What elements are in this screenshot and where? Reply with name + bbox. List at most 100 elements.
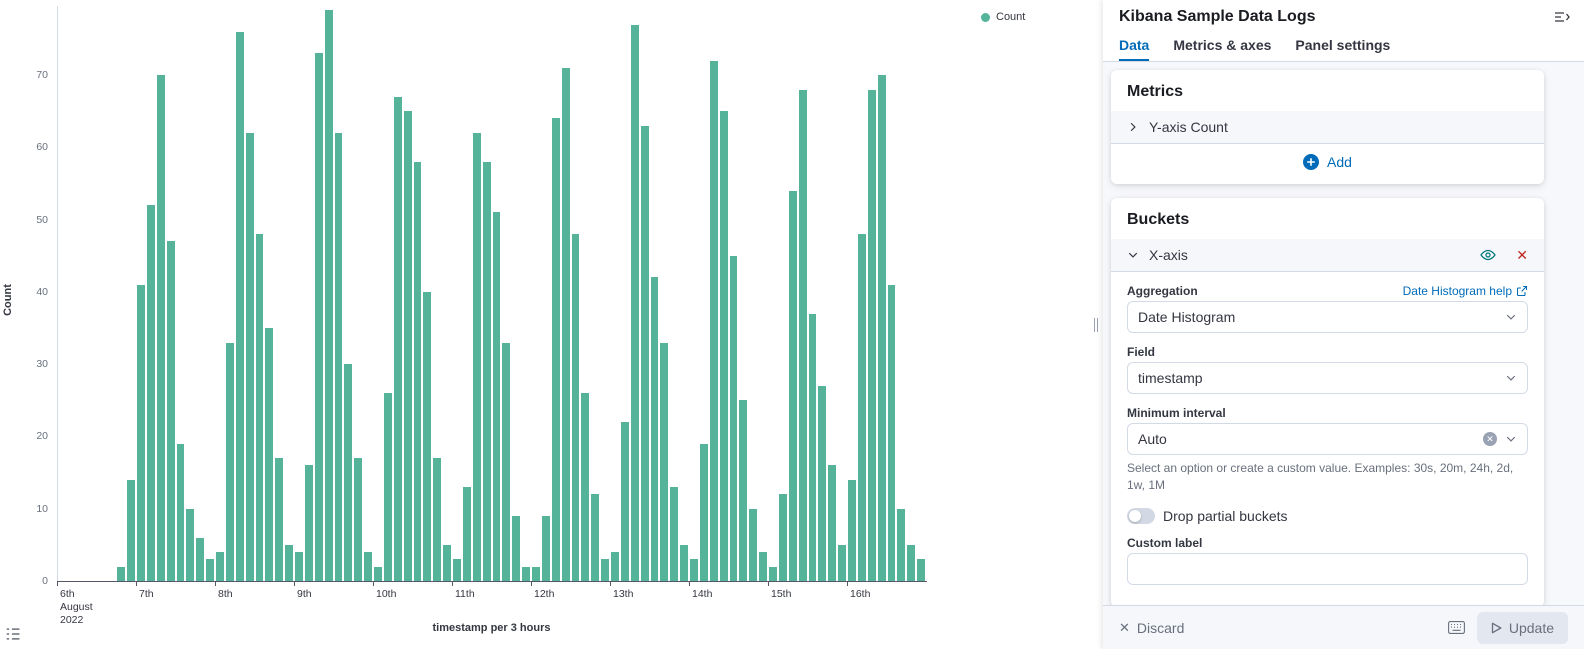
bar-65[interactable]: [699, 443, 708, 581]
bar-60[interactable]: [650, 277, 659, 581]
add-metric-button[interactable]: Add: [1303, 154, 1352, 171]
bar-52[interactable]: [571, 234, 580, 581]
bar-77[interactable]: [818, 385, 827, 581]
bar-9[interactable]: [146, 205, 155, 581]
bar-87[interactable]: [917, 559, 925, 581]
toggle-visibility-eye-icon[interactable]: [1480, 247, 1496, 263]
x-axis-accordion[interactable]: X-axis ✕: [1111, 239, 1544, 273]
bar-49[interactable]: [541, 515, 550, 581]
bar-68[interactable]: [729, 255, 738, 581]
bar-24[interactable]: [295, 552, 303, 581]
bar-80[interactable]: [848, 479, 856, 581]
bar-69[interactable]: [739, 400, 748, 581]
legend-toggle-icon[interactable]: [6, 627, 20, 643]
drop-partial-buckets-toggle[interactable]: [1127, 507, 1155, 524]
y-axis-count-accordion[interactable]: Y-axis Count: [1111, 111, 1544, 145]
bar-74[interactable]: [788, 190, 797, 581]
bar-23[interactable]: [285, 544, 293, 581]
bar-39[interactable]: [443, 544, 451, 581]
bar-36[interactable]: [413, 161, 422, 581]
bar-15[interactable]: [206, 559, 214, 581]
bar-20[interactable]: [255, 234, 264, 581]
bar-7[interactable]: [127, 479, 135, 581]
bar-43[interactable]: [482, 161, 491, 581]
bar-37[interactable]: [423, 291, 432, 581]
bar-25[interactable]: [304, 465, 313, 581]
bar-42[interactable]: [472, 132, 481, 581]
bar-33[interactable]: [383, 393, 392, 581]
bar-44[interactable]: [492, 212, 501, 581]
bar-72[interactable]: [769, 566, 777, 581]
bar-41[interactable]: [462, 487, 471, 581]
bar-47[interactable]: [522, 566, 530, 581]
bar-63[interactable]: [680, 544, 688, 581]
bar-53[interactable]: [581, 393, 590, 581]
bar-17[interactable]: [225, 342, 234, 581]
bar-35[interactable]: [403, 111, 412, 581]
bar-75[interactable]: [798, 89, 807, 581]
bar-26[interactable]: [314, 53, 323, 581]
bar-84[interactable]: [887, 284, 896, 581]
bar-40[interactable]: [453, 559, 461, 581]
bar-83[interactable]: [877, 75, 886, 581]
bar-51[interactable]: [561, 67, 570, 581]
bar-10[interactable]: [156, 75, 165, 581]
legend-item-count[interactable]: Count: [981, 11, 1025, 23]
bar-46[interactable]: [512, 515, 521, 581]
bar-71[interactable]: [759, 552, 767, 581]
bar-58[interactable]: [630, 24, 639, 581]
bar-61[interactable]: [660, 342, 669, 581]
bar-59[interactable]: [640, 125, 649, 581]
bar-66[interactable]: [709, 60, 718, 581]
bar-29[interactable]: [344, 364, 353, 581]
bar-67[interactable]: [719, 111, 728, 581]
bar-16[interactable]: [216, 552, 224, 581]
bar-45[interactable]: [502, 342, 511, 581]
tab-data[interactable]: Data: [1119, 30, 1149, 61]
discard-button[interactable]: ✕ Discard: [1119, 620, 1184, 636]
bar-86[interactable]: [907, 544, 916, 581]
date-histogram-help-link[interactable]: Date Histogram help: [1403, 284, 1528, 298]
bar-21[interactable]: [265, 328, 274, 581]
bar-64[interactable]: [690, 559, 698, 581]
bar-57[interactable]: [620, 422, 629, 581]
bar-38[interactable]: [433, 458, 442, 581]
bar-8[interactable]: [137, 284, 145, 581]
bar-14[interactable]: [196, 537, 205, 581]
bar-54[interactable]: [591, 494, 600, 581]
bar-48[interactable]: [532, 566, 540, 581]
bar-6[interactable]: [117, 566, 126, 581]
bar-32[interactable]: [374, 566, 382, 581]
bar-27[interactable]: [324, 10, 333, 581]
bar-34[interactable]: [393, 96, 402, 581]
bar-85[interactable]: [897, 508, 906, 581]
keyboard-shortcut-icon[interactable]: [1447, 621, 1465, 634]
bar-11[interactable]: [166, 241, 175, 581]
bar-76[interactable]: [808, 313, 817, 581]
panel-resizer-handle[interactable]: [1089, 0, 1103, 649]
bar-22[interactable]: [275, 458, 284, 581]
tab-metrics-axes[interactable]: Metrics & axes: [1173, 37, 1272, 53]
field-select[interactable]: timestamp: [1127, 362, 1528, 395]
bar-18[interactable]: [235, 31, 244, 581]
tab-panel-settings[interactable]: Panel settings: [1295, 37, 1391, 53]
bar-79[interactable]: [838, 544, 846, 581]
bar-70[interactable]: [749, 508, 758, 581]
remove-bucket-x-icon[interactable]: ✕: [1516, 247, 1528, 264]
minimum-interval-combobox[interactable]: Auto ✕: [1127, 423, 1528, 456]
bar-62[interactable]: [670, 487, 679, 581]
bar-28[interactable]: [334, 132, 343, 581]
bar-30[interactable]: [354, 458, 363, 581]
bar-12[interactable]: [176, 443, 185, 581]
update-button[interactable]: Update: [1476, 611, 1568, 644]
bar-55[interactable]: [601, 559, 609, 581]
bar-81[interactable]: [857, 234, 866, 581]
bar-13[interactable]: [186, 508, 195, 581]
bar-50[interactable]: [551, 118, 560, 581]
bar-56[interactable]: [611, 552, 619, 581]
bar-78[interactable]: [828, 465, 837, 581]
aggregation-select[interactable]: Date Histogram: [1127, 301, 1528, 334]
collapse-sidebar-icon[interactable]: [1554, 9, 1570, 28]
bar-82[interactable]: [867, 89, 876, 581]
bar-73[interactable]: [778, 494, 787, 581]
